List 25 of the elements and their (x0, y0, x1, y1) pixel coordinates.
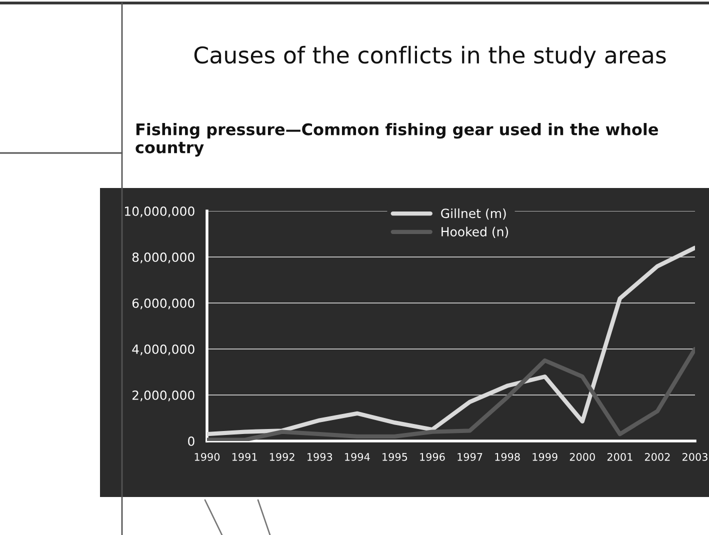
line-series (207, 246, 695, 436)
chart-subtitle: Fishing pressure—Common fishing gear used in the whole country (136, 123, 658, 157)
x-tick-label: 1993 (308, 452, 332, 461)
y-tick-label: 0 (188, 436, 194, 446)
x-tick-label: 1998 (495, 452, 520, 461)
legend-label: Gillnet (m) (441, 208, 506, 220)
x-tick-label: 1999 (532, 452, 558, 461)
y-tick-label: 6,000,000 (132, 298, 194, 310)
x-tick-label: 2003 (682, 452, 708, 461)
x-tick-label: 1992 (270, 452, 294, 461)
x-tick-label: 2002 (644, 452, 670, 461)
chart-title: Causes of the conflicts in the study areas (194, 46, 666, 68)
y-tick-label: 4,000,000 (132, 344, 194, 356)
x-tick-label: 1997 (458, 452, 482, 461)
y-tick-label: 10,000,000 (124, 206, 194, 218)
x-tick-label: 1995 (382, 452, 408, 461)
y-tick-label: 8,000,000 (132, 252, 194, 264)
legend-label: Hooked (n) (442, 226, 508, 238)
x-tick-label: 1994 (345, 452, 370, 461)
x-tick-label: 1990 (194, 452, 220, 461)
y-tick-label: 2,000,000 (132, 390, 194, 402)
x-tick-label: 2001 (607, 452, 632, 461)
x-tick-label: 1991 (232, 452, 257, 461)
x-tick-label: 2000 (570, 452, 595, 461)
x-tick-label: 1996 (420, 452, 445, 461)
